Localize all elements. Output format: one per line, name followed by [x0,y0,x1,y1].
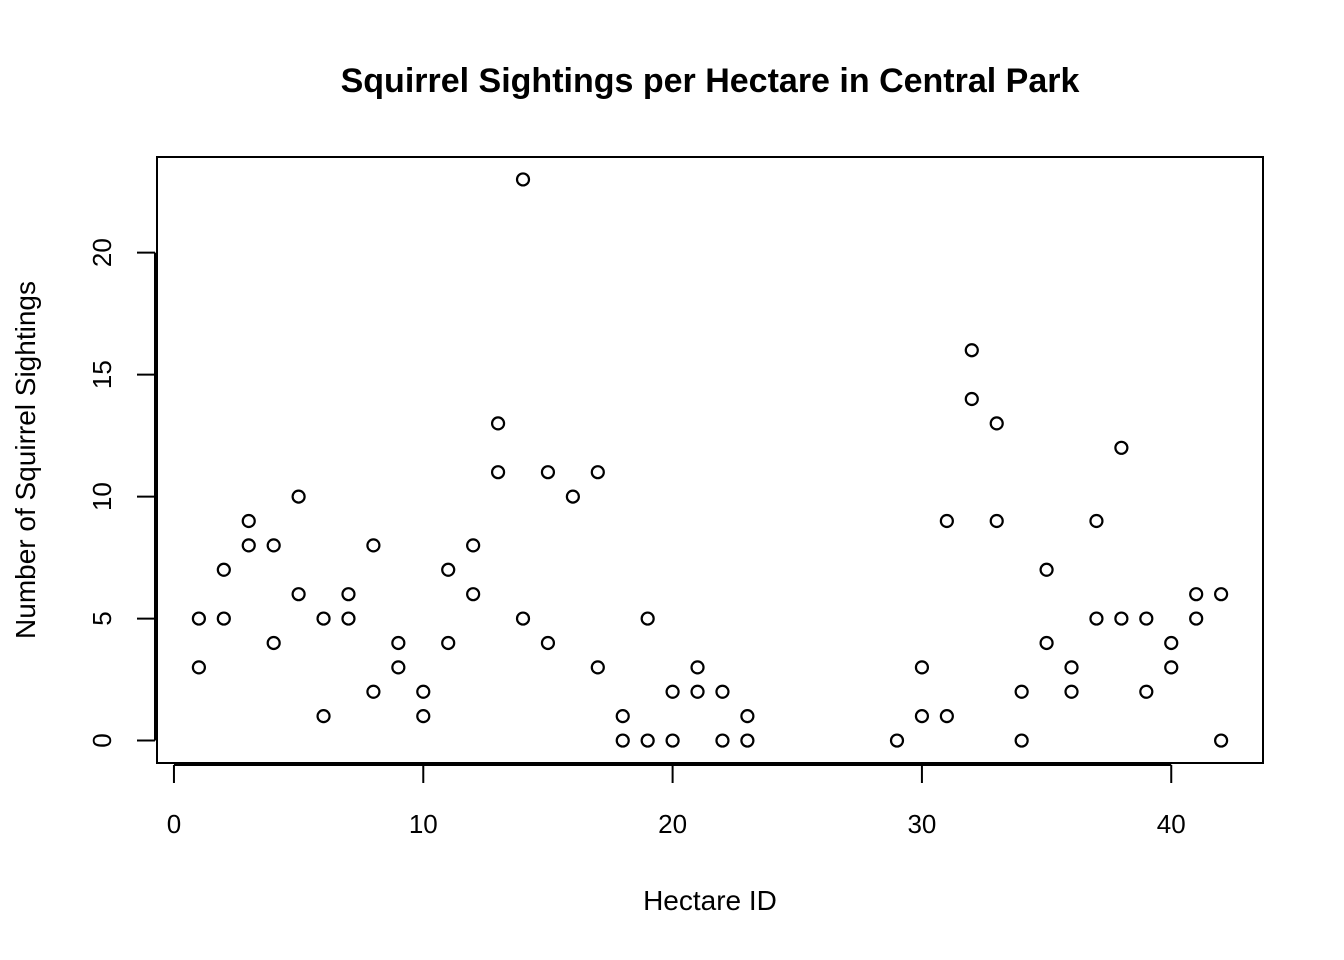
data-point [316,709,331,724]
data-point [490,416,506,431]
plot-frame [156,156,1264,764]
data-point [715,684,730,699]
data-point [540,635,556,651]
data-point [690,684,705,699]
chart-title: Squirrel Sightings per Hectare in Centra… [341,62,1080,100]
y-axis-label: Number of Squirrel Sightings [10,281,41,639]
x-axis: 0 10 20 30 40 [167,764,1186,839]
data-point [1014,733,1029,748]
data-point [1164,660,1179,675]
data-point [366,538,381,553]
data-point [540,465,556,480]
data-point [266,635,281,651]
data-point [441,562,456,577]
data-point [291,587,306,602]
data-point [515,172,531,187]
data-point [640,733,655,748]
data-point [690,660,705,675]
data-point [565,489,580,504]
data-point [441,635,456,651]
data-point [939,513,954,529]
data-point [740,709,755,724]
data-point [590,660,605,675]
data-point [191,611,206,626]
data-point [241,513,256,529]
data-point [216,611,231,626]
data-point [341,611,356,626]
data-point [1114,611,1129,626]
x-tick-label: 10 [409,809,438,839]
data-point [665,684,680,699]
data-point [964,343,979,358]
data-point [914,709,930,724]
data-point [515,611,531,626]
data-point [964,391,979,407]
y-tick-label: 0 [87,733,117,747]
data-points [191,172,1229,748]
data-point [1089,611,1104,626]
data-point [341,587,356,602]
data-point [939,709,954,724]
y-axis: 0 5 10 15 20 [87,238,156,748]
data-point [416,709,431,724]
y-tick-label: 20 [87,238,117,267]
data-point [1014,684,1029,699]
data-point [191,660,206,675]
data-point [1114,440,1129,455]
data-point [216,562,231,577]
data-point [590,465,605,480]
data-point [889,733,905,748]
data-point [490,465,506,480]
data-point [1039,562,1054,577]
data-point [1139,684,1154,699]
data-point [715,733,730,748]
data-point [391,635,406,651]
x-tick-label: 40 [1157,809,1186,839]
data-point [615,709,630,724]
data-point [989,513,1004,529]
data-point [1139,611,1154,626]
data-point [1064,684,1079,699]
data-point [241,538,256,553]
data-point [291,489,306,504]
data-point [1214,733,1229,748]
data-point [391,660,406,675]
x-tick-label: 20 [658,809,687,839]
data-point [914,660,930,675]
x-tick-label: 30 [907,809,936,839]
data-point [665,733,680,748]
data-point [466,587,481,602]
x-tick-label: 0 [167,809,181,839]
data-point [1064,660,1079,675]
data-point [1189,611,1204,626]
data-point [1189,587,1204,602]
data-point [466,538,481,553]
data-point [266,538,281,553]
data-point [1039,635,1054,651]
data-point [1164,635,1179,651]
data-point [1214,587,1229,602]
data-point [316,611,331,626]
data-point [1089,513,1104,529]
y-tick-label: 5 [87,611,117,625]
data-point [366,684,381,699]
y-tick-label: 10 [87,482,117,511]
data-point [989,416,1004,431]
data-point [640,611,655,626]
data-point [416,684,431,699]
x-axis-label: Hectare ID [643,885,777,916]
data-point [615,733,630,748]
data-point [740,733,755,748]
y-tick-label: 15 [87,360,117,389]
